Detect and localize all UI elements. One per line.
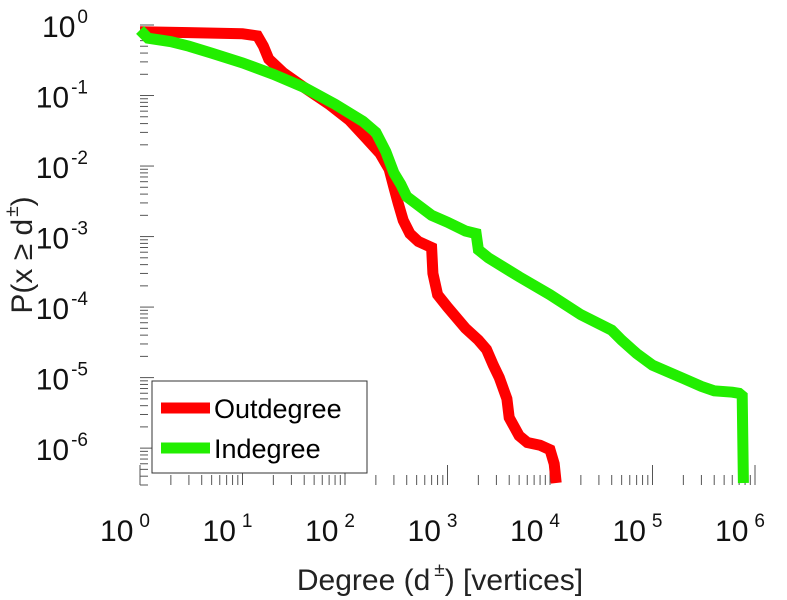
x-axis-title: Degree (d ±) [vertices] [297,560,583,597]
x-tick-label: 10 3 [408,511,458,548]
legend-label-outdegree: Outdegree [214,394,342,424]
y-tick-label: 10 -6 [36,430,88,467]
x-tick-label: 10 0 [100,511,150,548]
y-tick-label: 10 -3 [36,219,88,256]
legend-label-indegree: Indegree [214,434,321,464]
x-tick-label: 10 1 [203,511,253,548]
series-line-indegree [136,26,749,484]
x-tick-label: 10 4 [510,511,560,548]
y-tick-label: 10 -2 [36,148,88,185]
y-tick-label: 10 -1 [36,78,88,115]
y-tick-label: 10 -5 [36,360,88,397]
legend: Outdegree Indegree [161,394,342,464]
series-layer [136,26,749,484]
x-tick-label: 10 6 [715,511,765,548]
x-tick-labels: 10 0 10 1 10 2 10 3 10 4 10 5 10 6 [100,511,765,548]
legend-box [151,380,368,474]
y-tick-label: 10 -4 [36,289,89,326]
x-tick-label: 10 2 [305,511,355,548]
y-axis-title: P(x ≥ d±) [2,196,39,313]
y-tick-label: 10 0 [42,7,88,44]
series-line-outdegree [139,26,562,484]
x-tick-label: 10 5 [613,511,663,548]
